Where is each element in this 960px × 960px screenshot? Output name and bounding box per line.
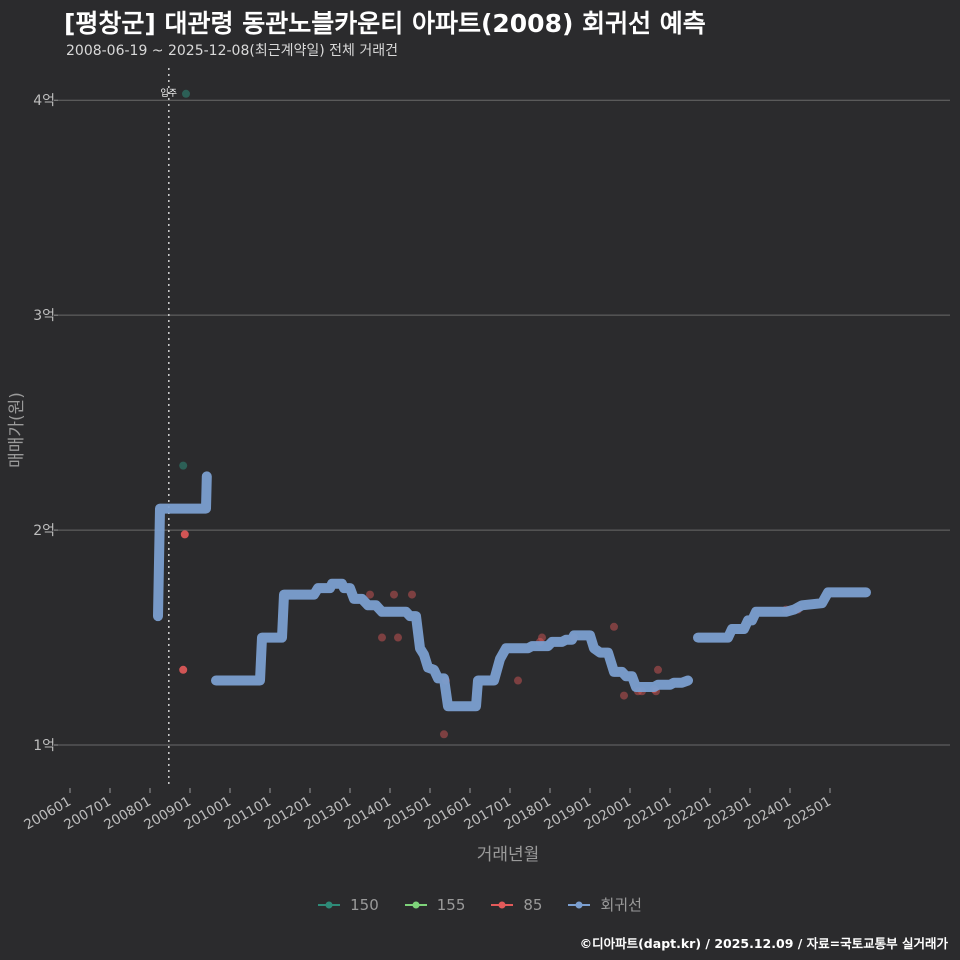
legend-key-regression [568, 901, 591, 908]
legend-item-regression[interactable]: 회귀선 [568, 894, 642, 915]
legend: 150 155 85 회귀선 [0, 894, 960, 915]
data-point-85 [378, 633, 386, 642]
chart-title: [평창군] 대관령 동관노블카운티 아파트(2008) 회귀선 예측 [64, 9, 706, 38]
data-point-85 [394, 633, 402, 642]
regression-line [153, 471, 212, 622]
data-point-85 [514, 676, 522, 685]
data-point-85 [390, 590, 398, 599]
data-point-85 [179, 665, 188, 674]
y-tick-label: 1억 [33, 738, 55, 754]
legend-item-85[interactable]: 85 [491, 894, 542, 915]
chart-subtitle: 2008-06-19 ~ 2025-12-08(최근계약일) 전체 거래건 [66, 43, 398, 59]
y-tick-label: 2억 [33, 523, 55, 539]
source-caption: ©디아파트(dapt.kr) / 2025.12.09 / 자료=국토교통부 실… [579, 936, 948, 951]
regression-line [693, 587, 871, 643]
legend-label-150: 150 [350, 895, 379, 914]
legend-key-155 [404, 901, 427, 908]
legend-key-150 [318, 901, 341, 908]
move-in-label: 입주 [161, 87, 178, 99]
data-point-85 [610, 622, 618, 631]
y-axis-label: 매매가(원) [7, 392, 27, 468]
data-point-150 [179, 461, 188, 470]
legend-label-85: 85 [523, 895, 543, 914]
data-point-85 [366, 590, 374, 599]
legend-key-85 [491, 901, 514, 908]
data-point-85 [408, 590, 416, 599]
data-point-85 [538, 633, 546, 642]
legend-item-150[interactable]: 150 [318, 894, 379, 915]
legend-label-155: 155 [436, 895, 466, 914]
legend-label-regression: 회귀선 [600, 896, 642, 914]
data-point-85 [620, 691, 628, 700]
data-point-150 [182, 89, 190, 98]
data-point-85 [440, 730, 448, 739]
y-tick-label: 3억 [33, 308, 55, 324]
legend-item-155[interactable]: 155 [404, 894, 466, 915]
y-tick-label: 4억 [33, 93, 55, 109]
data-point-85 [180, 530, 189, 539]
data-point-85 [654, 665, 662, 674]
x-axis-label: 거래년월 [477, 845, 540, 865]
regression-line [211, 578, 693, 712]
